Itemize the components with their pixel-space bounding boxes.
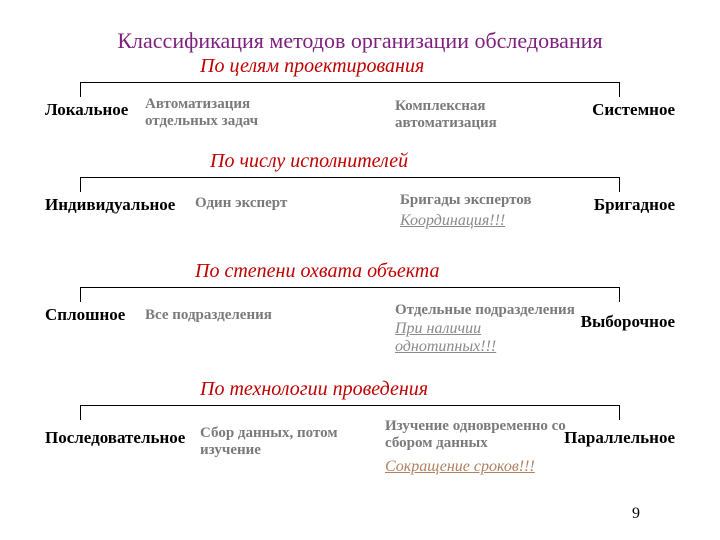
- section-4-right-desc: Изучение одновременно со сбором данных: [385, 418, 575, 453]
- section-3-bracket: [80, 287, 620, 288]
- section-1-bracket: [80, 82, 620, 83]
- section-4-bracket: [80, 405, 620, 406]
- section-3-label: По степени охвата объекта: [195, 260, 439, 283]
- section-3-left-desc: Все подразделения: [145, 307, 305, 324]
- section-2-note: Координация!!!: [400, 212, 505, 230]
- section-4-right-leaf: Параллельное: [564, 428, 675, 448]
- section-3-right-desc: Отдельные подразделения: [395, 302, 605, 319]
- section-2-right-desc: Бригады экспертов: [400, 192, 560, 209]
- page-number: 9: [632, 505, 640, 523]
- section-1-right-desc: Комплексная автоматизация: [395, 98, 535, 133]
- slide: { "title": { "text": "Классификация мето…: [0, 0, 720, 540]
- section-4-left-leaf: Последовательное: [45, 428, 185, 448]
- section-2-left-leaf: Индивидуальное: [45, 195, 175, 215]
- section-1-right-leaf: Системное: [592, 100, 675, 120]
- section-2-bracket: [80, 177, 620, 178]
- section-2-label: По числу исполнителей: [210, 150, 408, 173]
- section-2-left-desc: Один эксперт: [195, 195, 325, 212]
- section-4-left-desc: Сбор данных, потом изучение: [200, 425, 360, 460]
- section-3-left-leaf: Сплошное: [45, 305, 125, 325]
- section-3-note: При наличии однотипных!!!: [395, 320, 545, 355]
- section-1-left-leaf: Локальное: [45, 100, 128, 120]
- section-1-left-desc: Автоматизация отдельных задач: [145, 96, 295, 131]
- section-4-note: Сокращение сроков!!!: [385, 458, 535, 476]
- section-2-right-leaf: Бригадное: [594, 195, 675, 215]
- section-1-label: По целям проектирования: [200, 55, 424, 78]
- section-4-label: По технологии проведения: [200, 378, 428, 401]
- page-title: Классификация методов организации обслед…: [0, 28, 720, 54]
